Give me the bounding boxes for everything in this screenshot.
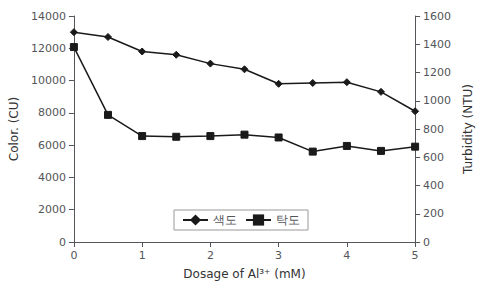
svg-text:0: 0 bbox=[70, 249, 77, 262]
svg-text:2000: 2000 bbox=[38, 203, 66, 216]
svg-text:10000: 10000 bbox=[31, 74, 66, 87]
svg-text:2: 2 bbox=[207, 249, 214, 262]
svg-text:14000: 14000 bbox=[31, 10, 66, 23]
svg-text:5: 5 bbox=[412, 249, 419, 262]
svg-text:1600: 1600 bbox=[423, 10, 451, 23]
svg-text:Turbidity (NTU): Turbidity (NTU) bbox=[461, 84, 475, 175]
svg-text:0: 0 bbox=[423, 236, 430, 249]
svg-text:400: 400 bbox=[423, 179, 444, 192]
svg-text:Dosage of Al³⁺ (mM): Dosage of Al³⁺ (mM) bbox=[183, 267, 305, 281]
svg-text:200: 200 bbox=[423, 207, 444, 220]
svg-text:1400: 1400 bbox=[423, 38, 451, 51]
svg-text:4: 4 bbox=[343, 249, 350, 262]
svg-text:3: 3 bbox=[275, 249, 282, 262]
svg-text:0: 0 bbox=[59, 236, 66, 249]
svg-text:6000: 6000 bbox=[38, 139, 66, 152]
svg-text:600: 600 bbox=[423, 151, 444, 164]
svg-text:8000: 8000 bbox=[38, 106, 66, 119]
svg-text:1: 1 bbox=[139, 249, 146, 262]
svg-text:4000: 4000 bbox=[38, 171, 66, 184]
svg-text:탁도: 탁도 bbox=[276, 213, 300, 227]
svg-text:Color. (CU): Color. (CU) bbox=[7, 97, 21, 161]
svg-text:12000: 12000 bbox=[31, 42, 66, 55]
svg-text:800: 800 bbox=[423, 123, 444, 136]
svg-text:1200: 1200 bbox=[423, 66, 451, 79]
svg-text:1000: 1000 bbox=[423, 94, 451, 107]
svg-text:색도: 색도 bbox=[213, 213, 237, 227]
